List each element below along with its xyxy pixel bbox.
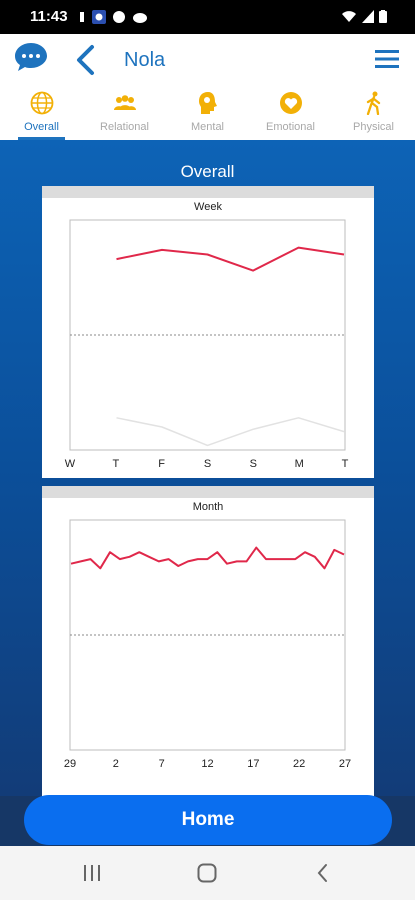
system-nav-bar	[0, 846, 415, 900]
tab-label: Emotional	[266, 121, 315, 133]
x-tick-label: 29	[63, 758, 77, 770]
globe-icon	[30, 91, 53, 115]
tab-label: Mental	[190, 121, 225, 133]
x-tick-label: 12	[201, 758, 214, 770]
back-chevron-icon[interactable]	[74, 44, 96, 76]
home-button[interactable]: Home	[24, 795, 392, 845]
recent-apps-icon[interactable]	[81, 862, 103, 884]
tab-label: Physical	[353, 121, 394, 133]
tab-emotional[interactable]: Emotional	[249, 86, 332, 140]
x-tick-label: M	[294, 458, 304, 470]
cloud-icon	[133, 13, 147, 23]
app-bar: Nola	[0, 34, 415, 86]
wifi-icon	[342, 11, 356, 22]
signal-icon	[362, 10, 374, 23]
month-x-axis-labels: 29 2 7 12 17 22 27	[42, 758, 374, 774]
section-title: Overall	[180, 162, 235, 181]
status-bar: 11:43	[0, 0, 415, 34]
page-title: Nola	[124, 49, 166, 71]
battery-icon	[379, 10, 387, 23]
x-tick-label: 27	[338, 758, 352, 770]
x-tick-label: S	[203, 458, 212, 470]
month-chart-card: Month 29 2 7 12 17 22 27	[42, 486, 374, 798]
people-icon	[113, 95, 136, 110]
x-tick-label: 7	[158, 758, 165, 770]
hamburger-menu-icon[interactable]	[375, 48, 399, 70]
notification-icons	[78, 10, 148, 24]
walking-icon	[366, 91, 380, 115]
x-tick-label: T	[341, 458, 349, 470]
x-tick-label: S	[249, 458, 257, 470]
heart-icon	[279, 92, 302, 114]
back-nav-icon[interactable]	[312, 862, 334, 884]
tab-physical[interactable]: Physical	[332, 86, 415, 140]
tab-overall[interactable]: Overall	[0, 86, 83, 140]
card-band	[42, 186, 374, 198]
head-icon	[198, 92, 217, 114]
home-nav-icon[interactable]	[196, 862, 218, 884]
system-icons	[341, 10, 387, 23]
card-band	[42, 486, 374, 498]
notification-dot-icon	[80, 12, 84, 22]
x-tick-label: W	[64, 458, 76, 470]
puzzle-icon	[113, 11, 125, 23]
status-time: 11:43	[30, 8, 68, 25]
chart-title: Week	[194, 201, 222, 213]
series-line-1	[116, 246, 345, 272]
tab-relational[interactable]: Relational	[83, 86, 166, 140]
series-line-1	[70, 546, 345, 570]
x-tick-label: T	[112, 458, 120, 470]
tab-mental[interactable]: Mental	[166, 86, 249, 140]
month-chart	[69, 519, 346, 751]
chat-icon[interactable]	[14, 42, 48, 72]
series-line-2	[116, 417, 345, 447]
x-tick-label: 17	[247, 758, 260, 770]
x-tick-label: 2	[112, 758, 119, 770]
x-tick-label: 22	[293, 758, 306, 770]
week-chart	[69, 219, 346, 451]
chart-title: Month	[192, 501, 224, 513]
tab-label: Relational	[100, 121, 149, 133]
tab-label: Overall	[24, 121, 59, 133]
week-chart-card: Week W T F S S M T	[42, 186, 374, 478]
x-tick-label: F	[158, 458, 166, 470]
app-notification-icon	[92, 10, 106, 24]
category-tabs: Overall Relational Mental Emotional Phys…	[0, 86, 415, 140]
